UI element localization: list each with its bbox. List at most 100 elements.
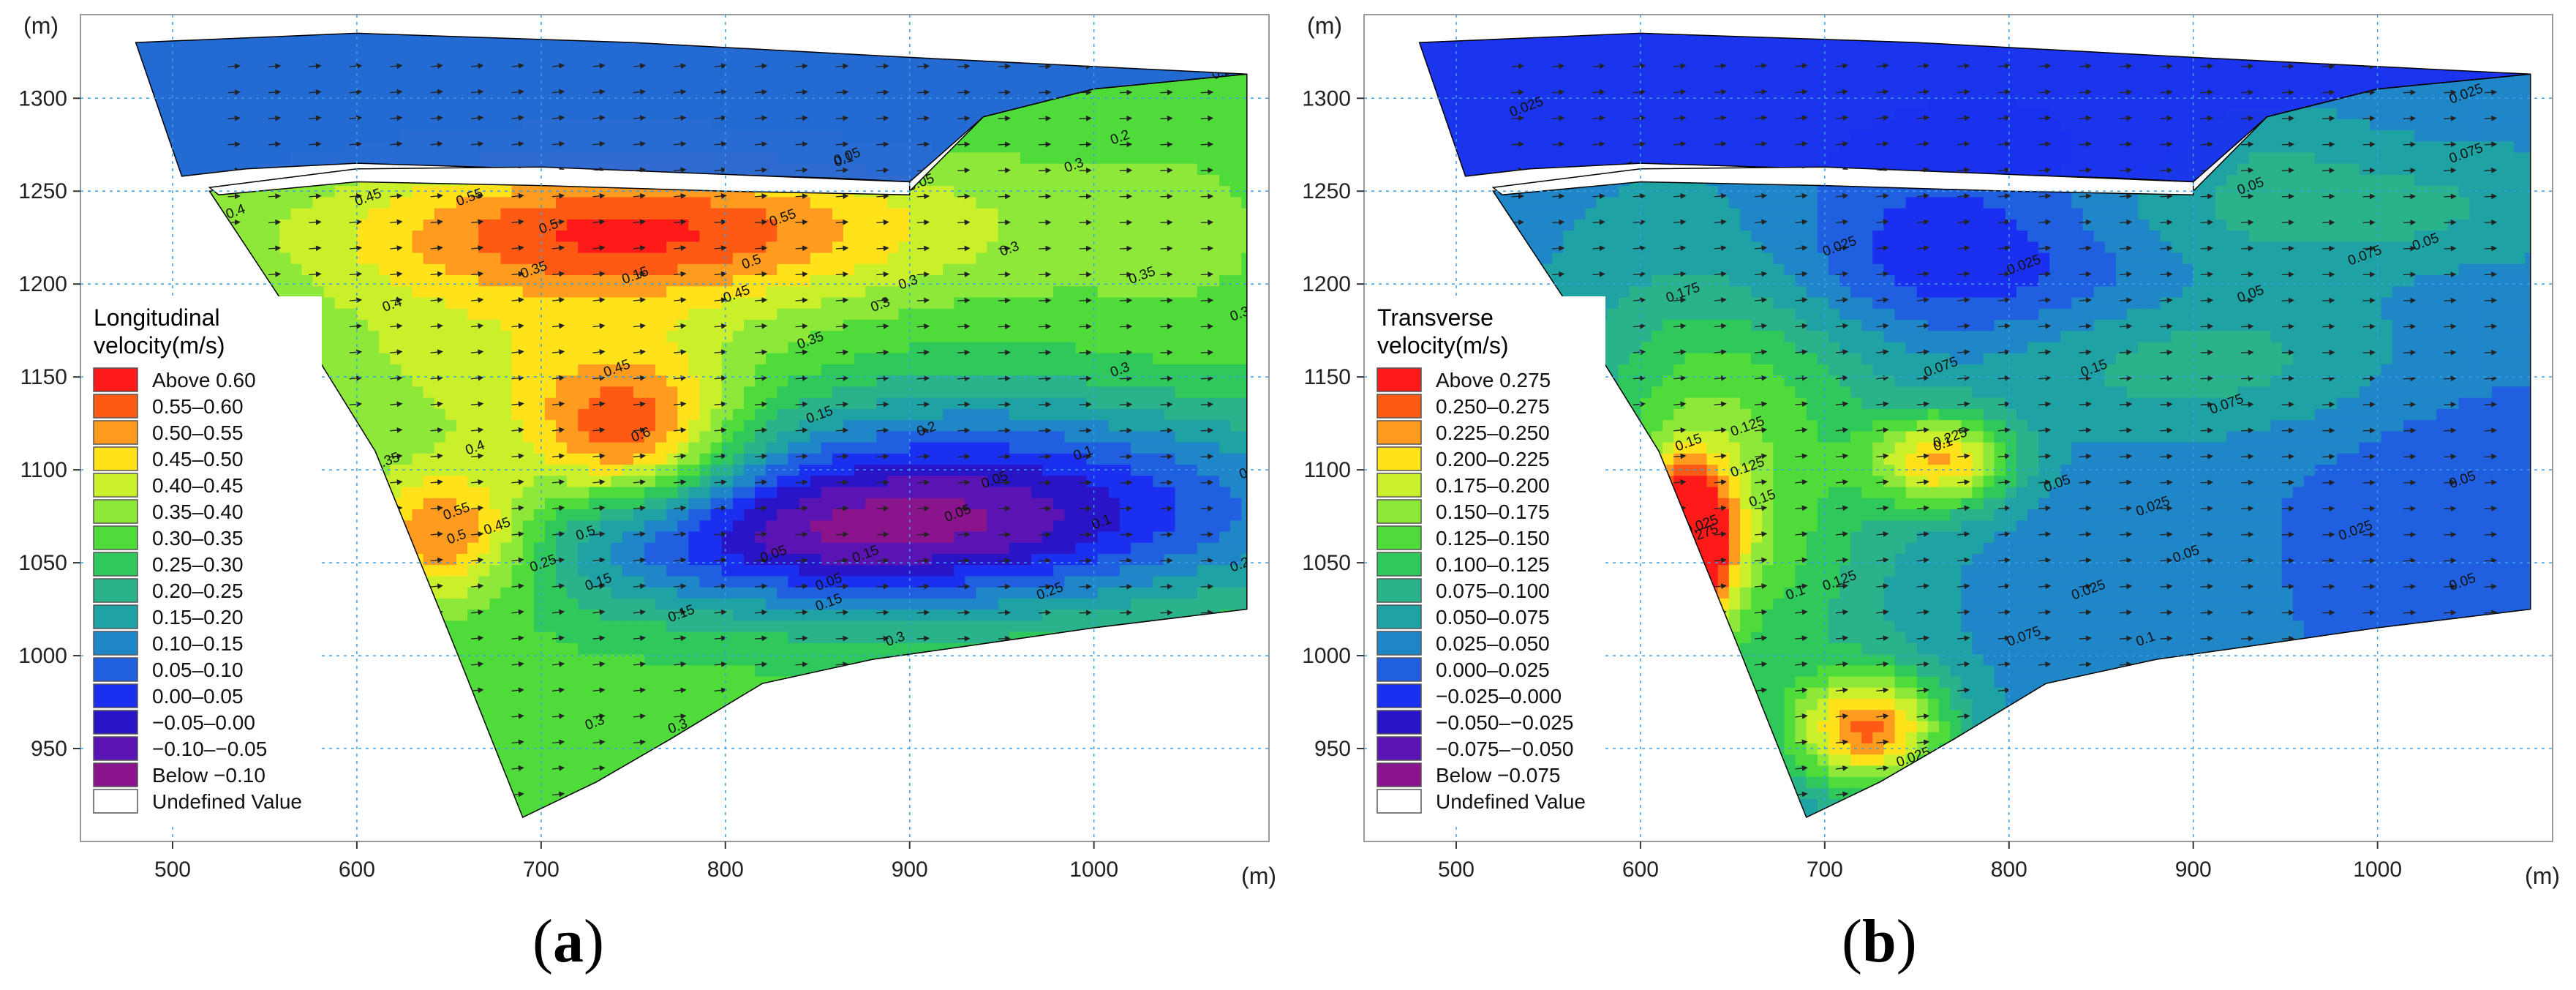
field-cell	[655, 197, 667, 209]
field-cell	[611, 319, 623, 331]
field-cell	[346, 208, 358, 220]
field-cell	[324, 308, 336, 320]
field-cell	[523, 342, 535, 353]
field-cell	[744, 576, 756, 588]
field-cell	[688, 509, 700, 521]
field-cell	[843, 342, 855, 353]
field-cell	[567, 498, 579, 509]
field-cell	[810, 219, 822, 230]
field-cell	[810, 620, 822, 632]
field-cell	[512, 431, 524, 443]
field-cell	[401, 397, 413, 409]
field-cell	[755, 453, 767, 465]
field-cell	[700, 699, 712, 710]
field-cell	[423, 442, 435, 454]
field-cell	[500, 241, 512, 253]
field-cell	[301, 197, 313, 209]
field-cell	[456, 208, 468, 220]
field-cell	[677, 587, 689, 599]
field-cell	[744, 665, 756, 677]
field-cell	[799, 531, 811, 543]
field-cell	[876, 531, 888, 543]
field-cell	[545, 620, 557, 632]
field-cell	[810, 453, 822, 465]
field-cell	[755, 509, 767, 521]
field-cell	[644, 331, 656, 342]
field-cell	[346, 331, 358, 342]
field-cell	[821, 319, 833, 331]
field-cell	[578, 487, 590, 498]
field-cell	[545, 308, 557, 320]
field-cell	[722, 252, 734, 264]
field-cell	[489, 542, 501, 554]
field-cell	[688, 286, 700, 298]
field-cell	[700, 408, 712, 420]
field-cell	[512, 219, 524, 230]
field-cell	[578, 364, 590, 375]
field-cell	[523, 576, 535, 588]
field-cell	[357, 364, 369, 375]
field-cell	[821, 487, 833, 498]
field-cell	[456, 587, 468, 599]
field-cell	[766, 342, 777, 353]
field-cell	[876, 587, 888, 599]
field-cell	[423, 219, 435, 230]
field-cell	[500, 263, 512, 275]
field-cell	[744, 642, 756, 654]
field-cell	[821, 263, 833, 275]
field-cell	[876, 408, 888, 420]
field-cell	[556, 286, 568, 298]
field-cell	[512, 687, 524, 699]
field-cell	[722, 353, 734, 364]
field-cell	[744, 487, 756, 498]
field-cell	[777, 364, 788, 375]
field-cell	[290, 263, 302, 275]
field-cell	[445, 308, 457, 320]
field-cell	[666, 576, 678, 588]
field-cell	[589, 509, 600, 521]
field-cell	[534, 498, 546, 509]
field-cell	[434, 286, 446, 298]
field-cell	[445, 319, 457, 331]
field-cell	[589, 397, 600, 409]
field-cell	[445, 487, 457, 498]
field-cell	[523, 319, 535, 331]
field-cell	[456, 576, 468, 588]
field-cell	[512, 230, 524, 242]
field-cell	[755, 431, 767, 443]
field-cell	[644, 498, 656, 509]
field-cell	[843, 587, 855, 599]
field-cell	[744, 610, 756, 621]
field-cell	[589, 699, 600, 710]
field-cell	[268, 263, 280, 275]
field-cell	[688, 665, 700, 677]
field-cell	[534, 442, 546, 454]
field-cell	[500, 687, 512, 699]
field-cell	[843, 331, 855, 342]
field-cell	[799, 520, 811, 532]
field-cell	[788, 286, 799, 298]
field-cell	[788, 364, 799, 375]
field-cell	[876, 565, 888, 577]
field-cell	[523, 631, 535, 643]
field-cell	[865, 219, 877, 230]
field-cell	[589, 754, 600, 766]
field-cell	[622, 386, 634, 398]
field-cell	[766, 520, 777, 532]
field-cell	[677, 565, 689, 577]
field-cell	[733, 230, 745, 242]
field-cell	[467, 665, 479, 677]
field-cell	[644, 687, 656, 699]
field-cell	[700, 631, 712, 643]
field-cell	[611, 487, 623, 498]
field-cell	[611, 598, 623, 610]
field-cell	[456, 487, 468, 498]
field-cell	[423, 386, 435, 398]
field-cell	[434, 219, 446, 230]
field-cell	[456, 252, 468, 264]
field-cell	[534, 587, 546, 599]
field-cell	[523, 542, 535, 554]
field-cell	[854, 252, 866, 264]
field-cell	[611, 642, 623, 654]
field-cell	[500, 542, 512, 554]
